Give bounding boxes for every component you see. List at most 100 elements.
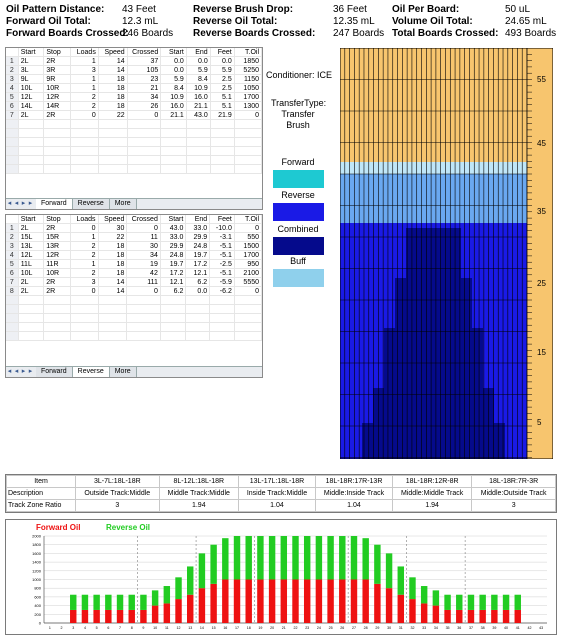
grid-cell[interactable] (186, 119, 211, 129)
column-header[interactable]: Stop (43, 48, 72, 57)
grid-cell[interactable]: 43.0 (160, 223, 187, 233)
next-sheet-icon[interactable]: ▸ (21, 368, 26, 375)
grid-cell[interactable] (98, 155, 128, 165)
grid-cell[interactable]: 11L (18, 259, 45, 269)
grid-cell[interactable] (234, 304, 262, 314)
grid-cell[interactable] (18, 295, 45, 305)
grid-row[interactable]: 7 2L 2R 0 22 0 21.1 43.0 21.9 0 (6, 110, 262, 120)
grid-cell[interactable]: 2100 (234, 268, 262, 278)
column-header[interactable]: T.Oil (234, 48, 262, 57)
forward-steps-grid[interactable]: Start Stop Loads Speed Crossed Start End Feet T.… (5, 47, 263, 210)
column-header[interactable]: Start (160, 215, 187, 224)
grid-cell[interactable]: 22 (98, 232, 128, 242)
grid-cell[interactable]: 0.0 (186, 56, 211, 66)
grid-cell[interactable] (160, 331, 187, 341)
grid-cell[interactable] (70, 137, 99, 147)
grid-cell[interactable] (18, 155, 45, 165)
grid-cell[interactable]: 21.1 (160, 110, 187, 120)
grid-cell[interactable]: 0 (234, 223, 262, 233)
grid-cell[interactable] (234, 155, 262, 165)
grid-cell[interactable]: 23 (127, 74, 162, 84)
grid-cell[interactable]: 5.9 (160, 74, 187, 84)
grid-cell[interactable]: 5.1 (210, 101, 235, 111)
tab-forward[interactable]: Forward (35, 199, 73, 209)
grid-cell[interactable]: 26 (127, 101, 162, 111)
grid-cell[interactable]: 2.5 (210, 83, 235, 93)
grid-cell[interactable]: 1 (70, 83, 99, 93)
grid-cell[interactable]: 18 (98, 92, 128, 102)
grid-cell[interactable] (98, 137, 128, 147)
grid-cell[interactable] (127, 146, 162, 156)
grid-cell[interactable]: 5.1 (210, 92, 235, 102)
grid-cell[interactable] (127, 155, 162, 165)
prev-sheet-icon[interactable]: ◂ (14, 200, 19, 207)
grid-cell[interactable] (70, 331, 99, 341)
grid-cell[interactable]: 10R (43, 83, 72, 93)
grid-cell[interactable] (186, 128, 211, 138)
grid-cell[interactable]: 17.2 (185, 259, 211, 269)
column-header[interactable]: Feet (209, 215, 235, 224)
grid-cell[interactable]: 2L (18, 223, 45, 233)
column-header[interactable]: Loads (70, 48, 99, 57)
grid-cell[interactable]: 2L (18, 277, 45, 287)
grid-cell[interactable] (127, 128, 162, 138)
column-header[interactable]: Start (18, 48, 45, 57)
grid-cell[interactable] (160, 119, 187, 129)
grid-cell[interactable] (127, 119, 162, 129)
grid-cell[interactable]: 0.0 (160, 56, 187, 66)
grid-cell[interactable]: 2 (70, 268, 99, 278)
grid-cell[interactable] (70, 128, 99, 138)
grid-cell[interactable]: 0 (126, 286, 161, 296)
grid-cell[interactable]: 14R (43, 101, 72, 111)
grid-row[interactable]: 7 2L 2R 3 14 111 12.1 6.2 -5.9 5550 (6, 277, 262, 287)
grid-cell[interactable]: 1050 (234, 83, 262, 93)
grid-cell[interactable]: 6.2 (160, 286, 187, 296)
grid-cell[interactable] (126, 331, 161, 341)
grid-cell[interactable] (209, 304, 235, 314)
grid-cell[interactable]: 2 (70, 250, 99, 260)
empty-grid-row[interactable] (6, 322, 262, 332)
grid-cell[interactable] (210, 155, 235, 165)
grid-cell[interactable] (98, 322, 128, 332)
grid-cell[interactable] (70, 155, 99, 165)
grid-cell[interactable]: 2L (18, 56, 45, 66)
grid-cell[interactable]: 30 (126, 241, 161, 251)
grid-cell[interactable]: 1500 (234, 241, 262, 251)
grid-cell[interactable] (98, 119, 128, 129)
grid-cell[interactable]: 11R (43, 259, 71, 269)
column-header[interactable]: End (186, 48, 211, 57)
column-header[interactable]: Speed (98, 215, 128, 224)
next-sheet-icon[interactable]: ▸ (21, 200, 26, 207)
grid-cell[interactable] (98, 146, 128, 156)
grid-cell[interactable]: 8.4 (160, 83, 187, 93)
column-header[interactable]: T.Oil (234, 215, 262, 224)
grid-cell[interactable] (160, 164, 187, 174)
grid-cell[interactable]: 21.9 (210, 110, 235, 120)
grid-row[interactable]: 3 13L 13R 2 18 30 29.9 24.8 -5.1 1500 (6, 241, 262, 251)
grid-cell[interactable]: 18 (98, 250, 128, 260)
grid-cell[interactable] (234, 128, 262, 138)
grid-row[interactable]: 5 12L 12R 2 18 34 10.9 16.0 5.1 1700 (6, 92, 262, 102)
grid-cell[interactable]: 2R (43, 277, 71, 287)
tab-reverse[interactable]: Reverse (72, 199, 110, 209)
tab-more[interactable]: More (109, 367, 137, 377)
grid-cell[interactable]: 37 (127, 56, 162, 66)
grid-cell[interactable] (185, 322, 211, 332)
grid-cell[interactable]: 10.9 (186, 83, 211, 93)
grid-cell[interactable] (43, 313, 71, 323)
column-header[interactable]: Feet (210, 48, 235, 57)
grid-cell[interactable]: -2.5 (209, 259, 235, 269)
grid-cell[interactable] (126, 304, 161, 314)
grid-cell[interactable] (185, 295, 211, 305)
grid-cell[interactable]: 33.0 (185, 223, 211, 233)
grid-cell[interactable] (209, 295, 235, 305)
grid-cell[interactable] (234, 295, 262, 305)
grid-cell[interactable]: 1150 (234, 74, 262, 84)
empty-grid-row[interactable] (6, 146, 262, 156)
empty-grid-row[interactable] (6, 155, 262, 165)
grid-cell[interactable] (126, 322, 161, 332)
empty-grid-row[interactable] (6, 128, 262, 138)
grid-cell[interactable] (70, 119, 99, 129)
grid-cell[interactable] (43, 146, 72, 156)
grid-cell[interactable]: 19.7 (160, 259, 187, 269)
